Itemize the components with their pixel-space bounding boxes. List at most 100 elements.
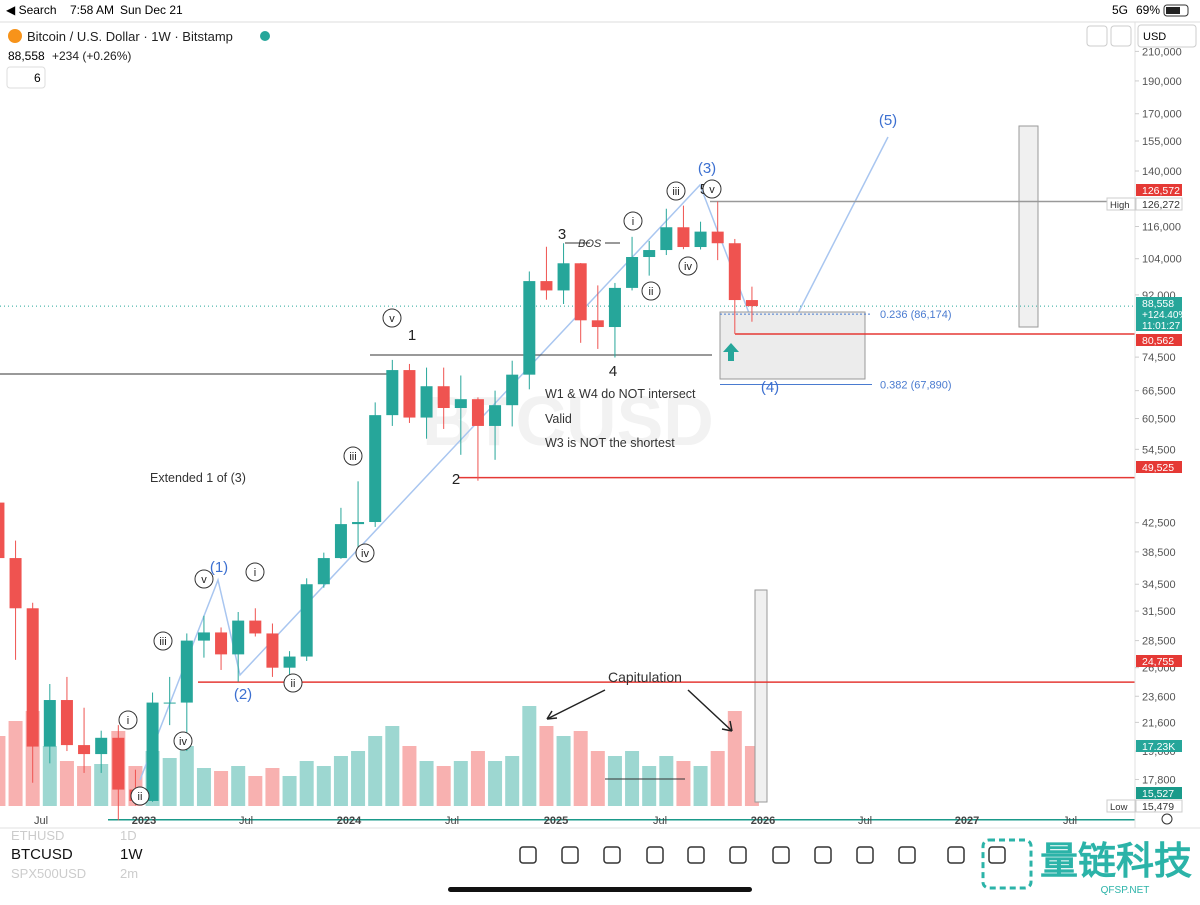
y-tick-label: 60,500: [1142, 414, 1176, 426]
toolbar-button[interactable]: [729, 846, 747, 864]
y-tick-label: 23,600: [1142, 691, 1176, 703]
candle-body: [523, 281, 536, 375]
x-tick-label: 2023: [132, 815, 156, 827]
y-tick-label: 104,000: [1142, 254, 1182, 266]
candle-body: [694, 231, 707, 248]
battery-level: [1166, 7, 1180, 14]
candle-body: [489, 405, 502, 426]
wave-label: (2): [234, 686, 252, 703]
wave-label: iii: [159, 636, 166, 648]
candle-body: [352, 522, 365, 525]
x-tick-label: 2024: [337, 815, 362, 827]
candle-body: [266, 633, 279, 668]
volume-bar: [573, 731, 588, 806]
volume-bar: [436, 766, 451, 806]
chart-area: BTCUSD 0.236 (86,174) 0.382 (67,890) W1 & W…: [0, 112, 1135, 821]
wave-circle: [678, 256, 698, 276]
toolbar-button[interactable]: [603, 846, 621, 864]
back[interactable]: ◀ Search: [6, 3, 57, 17]
y-tick-label: 116,000: [1142, 221, 1181, 233]
toolbar-button[interactable]: [561, 846, 579, 864]
toolbar-button[interactable]: [519, 846, 537, 864]
x-tick-label: Jul: [34, 815, 48, 827]
candle-body: [660, 227, 673, 251]
price-tag-extra: +124.40%: [1142, 310, 1187, 321]
interval: 1D: [120, 828, 137, 843]
symbol[interactable]: BTCUSD: [11, 846, 73, 863]
wave-label: (4): [761, 379, 779, 396]
price-tag: [1135, 799, 1183, 813]
candle-body: [677, 227, 690, 248]
x-tick-label: 2026: [751, 815, 775, 827]
volume-bar: [77, 766, 92, 806]
toolbar-button[interactable]: [856, 846, 874, 864]
footer: ETHUSD 1D BTCUSD 1W SPX500USD 2m 量链科技 QFSP.NET: [11, 828, 1192, 896]
candle-body: [420, 386, 433, 418]
x-tick-label: 2025: [544, 815, 568, 827]
y-tick-label: 17,800: [1142, 774, 1176, 786]
symbol[interactable]: ETHUSD: [11, 828, 64, 843]
download-btn[interactable]: [1086, 25, 1108, 47]
volume-bar: [607, 756, 622, 806]
volume-bar: [214, 771, 229, 806]
price-tag-label: 80,562: [1142, 335, 1174, 347]
wave-label: 3: [558, 226, 566, 243]
candle-body: [386, 370, 399, 416]
wave-circle: [130, 786, 150, 806]
candle-body: [60, 700, 73, 746]
wave-label: 1: [408, 327, 416, 344]
wave-circle: [382, 308, 402, 328]
toolbar-button[interactable]: [988, 846, 1006, 864]
settings-btn[interactable]: [1161, 813, 1173, 825]
currency-btn[interactable]: [1137, 24, 1197, 48]
tag-label: High: [1110, 200, 1130, 211]
candle-body: [9, 558, 22, 609]
volume-bar: [368, 736, 383, 806]
toolbar-button[interactable]: [814, 846, 832, 864]
volume-bar: [42, 746, 57, 806]
wave-label: iv: [179, 736, 187, 748]
toolbar-button[interactable]: [646, 846, 664, 864]
price-tag-label: 17.23K: [1142, 741, 1175, 753]
candle-body: [711, 231, 724, 244]
note: Valid: [545, 412, 572, 426]
volume-bar: [162, 758, 177, 806]
indicators-toggle[interactable]: [6, 66, 46, 89]
tag-label: Low: [1110, 802, 1128, 813]
volume-bar: [727, 711, 742, 806]
toolbar-button[interactable]: [947, 846, 965, 864]
candle-body: [745, 300, 758, 307]
volume-bar: [265, 768, 280, 806]
y-tick-label: 42,500: [1142, 518, 1176, 530]
volume-bar: [642, 766, 657, 806]
toolbar-button[interactable]: [772, 846, 790, 864]
candle-body: [454, 399, 467, 408]
toolbar-button[interactable]: [898, 846, 916, 864]
candle-body: [574, 263, 587, 321]
candle-body: [471, 399, 484, 426]
currency[interactable]: USD: [1143, 31, 1166, 43]
candle-body: [626, 257, 639, 288]
candle-body: [215, 632, 228, 655]
y-tick-label: 21,600: [1142, 717, 1176, 729]
time: 7:58 AM: [70, 3, 114, 17]
candle-body: [232, 620, 245, 655]
volume-bar: [522, 706, 537, 806]
symbol-title[interactable]: Bitcoin / U.S. Dollar · 1W · Bitstamp: [27, 29, 233, 44]
x-tick-label: Jul: [653, 815, 667, 827]
price-tag-label: 126,572: [1142, 185, 1180, 197]
wave-label: iv: [361, 548, 369, 560]
symbol[interactable]: SPX500USD: [11, 866, 86, 881]
candle-body: [300, 584, 313, 657]
battery: 69%: [1136, 3, 1160, 17]
volume-bar: [179, 746, 194, 806]
volume-bar: [539, 726, 554, 806]
wave-circle: [641, 281, 661, 301]
volume-bar: [8, 721, 23, 806]
fullscreen-btn[interactable]: [1110, 25, 1132, 47]
indicators-count[interactable]: 6: [34, 71, 41, 85]
wave-label: (3): [698, 160, 716, 177]
toolbar-button[interactable]: [687, 846, 705, 864]
price-tag: [1135, 197, 1183, 211]
candle-body: [403, 370, 416, 418]
